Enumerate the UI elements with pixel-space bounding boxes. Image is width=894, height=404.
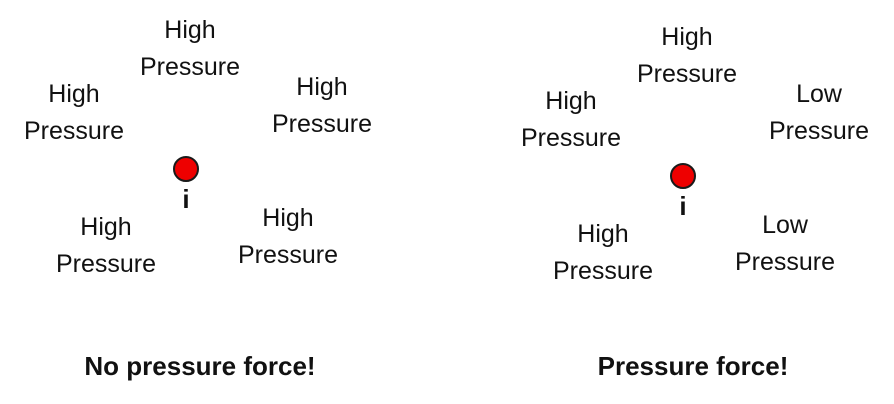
pressure-label-lower-left: High Pressure bbox=[41, 209, 171, 283]
pressure-label-word: Pressure bbox=[552, 257, 654, 285]
pressure-label-lower-right: High Pressure bbox=[223, 200, 353, 274]
pressure-label-level: High bbox=[262, 204, 314, 232]
pressure-label-upper-right: Low Pressure bbox=[754, 76, 884, 150]
particle-dot bbox=[173, 156, 199, 182]
pressure-label-level: High bbox=[48, 80, 100, 108]
pressure-label-lower-left: High Pressure bbox=[538, 216, 668, 290]
pressure-label-level: High bbox=[661, 23, 713, 51]
pressure-label-top: High Pressure bbox=[125, 12, 255, 86]
pressure-label-word: Pressure bbox=[520, 124, 622, 152]
pressure-label-word: Pressure bbox=[271, 110, 373, 138]
pressure-label-level: High bbox=[80, 213, 132, 241]
caption: Pressure force! bbox=[597, 351, 789, 381]
caption: No pressure force! bbox=[84, 351, 316, 381]
pressure-label-word: Pressure bbox=[55, 250, 157, 278]
pressure-label-level: Low bbox=[796, 80, 842, 108]
panel-pressure-force: High Pressure High Pressure Low Pressure… bbox=[447, 0, 894, 404]
pressure-label-level: High bbox=[296, 73, 348, 101]
pressure-label-level: High bbox=[164, 16, 216, 44]
particle-label: i bbox=[679, 191, 687, 221]
pressure-label-lower-right: Low Pressure bbox=[720, 207, 850, 281]
pressure-label-top: High Pressure bbox=[622, 19, 752, 93]
pressure-label-word: Pressure bbox=[768, 117, 870, 145]
pressure-label-upper-right: High Pressure bbox=[257, 69, 387, 143]
pressure-label-word: Pressure bbox=[139, 53, 241, 81]
pressure-label-level: High bbox=[545, 87, 597, 115]
panel-no-pressure-force: High Pressure High Pressure High Pressur… bbox=[9, 12, 387, 381]
pressure-label-word: Pressure bbox=[23, 117, 125, 145]
pressure-label-level: Low bbox=[762, 211, 808, 239]
pressure-label-upper-left: High Pressure bbox=[9, 76, 139, 150]
pressure-label-word: Pressure bbox=[237, 241, 339, 269]
pressure-label-upper-left: High Pressure bbox=[506, 83, 636, 157]
particle-dot bbox=[670, 163, 696, 189]
pressure-label-word: Pressure bbox=[636, 60, 738, 88]
pressure-label-word: Pressure bbox=[734, 248, 836, 276]
pressure-label-level: High bbox=[577, 220, 629, 248]
particle-label: i bbox=[182, 184, 190, 214]
